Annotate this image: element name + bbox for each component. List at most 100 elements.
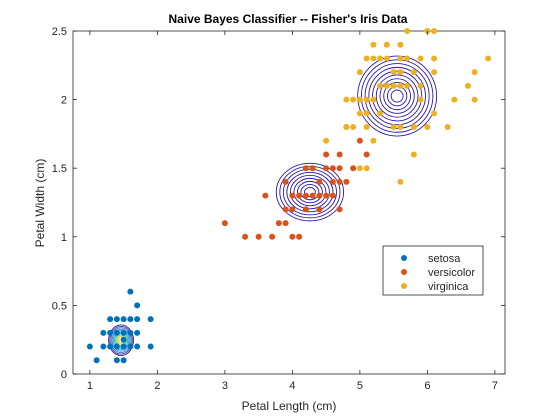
point-versicolor-15 xyxy=(302,192,309,199)
point-versicolor-27 xyxy=(336,206,343,213)
point-setosa-24 xyxy=(113,316,120,323)
point-versicolor-24 xyxy=(329,192,336,199)
point-virginica-13 xyxy=(377,110,384,117)
point-virginica-50 xyxy=(370,137,377,144)
contour-versicolor-level-2 xyxy=(279,165,341,219)
point-virginica-7 xyxy=(363,124,370,131)
point-virginica-34 xyxy=(431,110,438,117)
x-tick-label-4: 5 xyxy=(357,380,363,392)
point-versicolor-12 xyxy=(296,233,303,240)
point-virginica-8 xyxy=(363,110,370,117)
point-setosa-5 xyxy=(107,316,114,323)
contour-virginica-level-4 xyxy=(368,66,426,126)
point-setosa-19 xyxy=(134,302,141,309)
contour-setosa-level-3 xyxy=(110,327,132,354)
point-virginica-17 xyxy=(390,124,397,131)
point-setosa-0 xyxy=(86,343,93,350)
point-virginica-39 xyxy=(464,82,471,89)
point-virginica-23 xyxy=(397,41,404,48)
point-virginica-38 xyxy=(451,96,458,103)
point-virginica-4 xyxy=(356,110,363,117)
legend: setosa versicolor virginica xyxy=(382,245,484,296)
point-virginica-43 xyxy=(370,41,377,48)
point-virginica-15 xyxy=(383,82,390,89)
point-versicolor-1 xyxy=(242,233,249,240)
y-tick-label-5: 2.5 xyxy=(52,26,67,38)
point-virginica-42 xyxy=(485,55,492,62)
point-versicolor-6 xyxy=(282,220,289,227)
point-virginica-25 xyxy=(404,55,411,62)
point-virginica-51 xyxy=(356,69,363,76)
y-tick-label-2: 1 xyxy=(61,232,67,244)
point-setosa-17 xyxy=(134,329,141,336)
contour-setosa-level-2 xyxy=(109,325,133,355)
point-virginica-49 xyxy=(431,69,438,76)
point-virginica-52 xyxy=(343,96,350,103)
point-virginica-32 xyxy=(424,124,431,131)
point-versicolor-22 xyxy=(323,165,330,172)
contour-versicolor-level-4 xyxy=(286,171,334,213)
point-versicolor-31 xyxy=(343,178,350,185)
point-virginica-41 xyxy=(471,69,478,76)
legend-label-versicolor: versicolor xyxy=(428,267,475,279)
point-virginica-2 xyxy=(350,124,357,131)
point-virginica-45 xyxy=(383,41,390,48)
contour-virginica-level-2 xyxy=(360,59,434,133)
point-versicolor-34 xyxy=(356,137,363,144)
point-virginica-22 xyxy=(397,69,404,76)
point-setosa-12 xyxy=(120,316,127,323)
point-setosa-8 xyxy=(113,329,120,336)
legend-label-virginica: virginica xyxy=(428,281,469,293)
point-versicolor-35 xyxy=(363,151,370,158)
point-versicolor-26 xyxy=(329,165,336,172)
point-virginica-24 xyxy=(404,82,411,89)
legend-label-setosa: setosa xyxy=(428,253,461,265)
point-setosa-13 xyxy=(127,343,134,350)
chart-title: Naive Bayes Classifier -- Fisher's Iris … xyxy=(169,12,408,26)
point-virginica-28 xyxy=(410,124,417,131)
point-setosa-20 xyxy=(147,343,154,350)
point-versicolor-2 xyxy=(255,233,262,240)
point-virginica-48 xyxy=(417,96,424,103)
point-versicolor-13 xyxy=(296,192,303,199)
point-setosa-6 xyxy=(113,357,120,364)
point-virginica-40 xyxy=(471,96,478,103)
point-virginica-29 xyxy=(410,69,417,76)
point-versicolor-23 xyxy=(323,151,330,158)
contour-virginica-level-10 xyxy=(390,89,404,103)
point-setosa-21 xyxy=(147,316,154,323)
point-versicolor-19 xyxy=(316,192,323,199)
point-setosa-23 xyxy=(100,329,107,336)
point-versicolor-8 xyxy=(282,178,289,185)
point-versicolor-30 xyxy=(336,151,343,158)
point-versicolor-16 xyxy=(302,165,309,172)
point-virginica-47 xyxy=(377,82,384,89)
point-setosa-18 xyxy=(134,316,141,323)
y-axis-ticks: 0 0.5 1 1.5 2 2.5 xyxy=(52,26,505,381)
point-virginica-11 xyxy=(370,96,377,103)
contour-versicolor-level-6 xyxy=(293,177,327,207)
contour-virginica-level-9 xyxy=(386,85,408,107)
contour-setosa-level-1 xyxy=(108,324,134,356)
point-setosa-2 xyxy=(100,343,107,350)
point-versicolor-20 xyxy=(316,178,323,185)
point-setosa-3 xyxy=(107,343,114,350)
point-versicolor-29 xyxy=(336,165,343,172)
axes-box xyxy=(72,30,506,375)
contour-virginica-level-8 xyxy=(383,82,411,111)
point-versicolor-14 xyxy=(302,206,309,213)
x-tick-label-3: 4 xyxy=(289,380,295,392)
point-virginica-6 xyxy=(363,165,370,172)
point-versicolor-21 xyxy=(323,192,330,199)
point-versicolor-3 xyxy=(262,192,269,199)
point-virginica-16 xyxy=(383,55,390,62)
point-virginica-31 xyxy=(417,55,424,62)
point-versicolor-10 xyxy=(289,206,296,213)
y-tick-label-1: 0.5 xyxy=(52,300,67,312)
point-setosa-15 xyxy=(127,288,134,295)
point-setosa-14 xyxy=(127,316,134,323)
point-versicolor-18 xyxy=(316,206,323,213)
x-tick-label-2: 3 xyxy=(222,380,228,392)
point-versicolor-36 xyxy=(309,165,316,172)
